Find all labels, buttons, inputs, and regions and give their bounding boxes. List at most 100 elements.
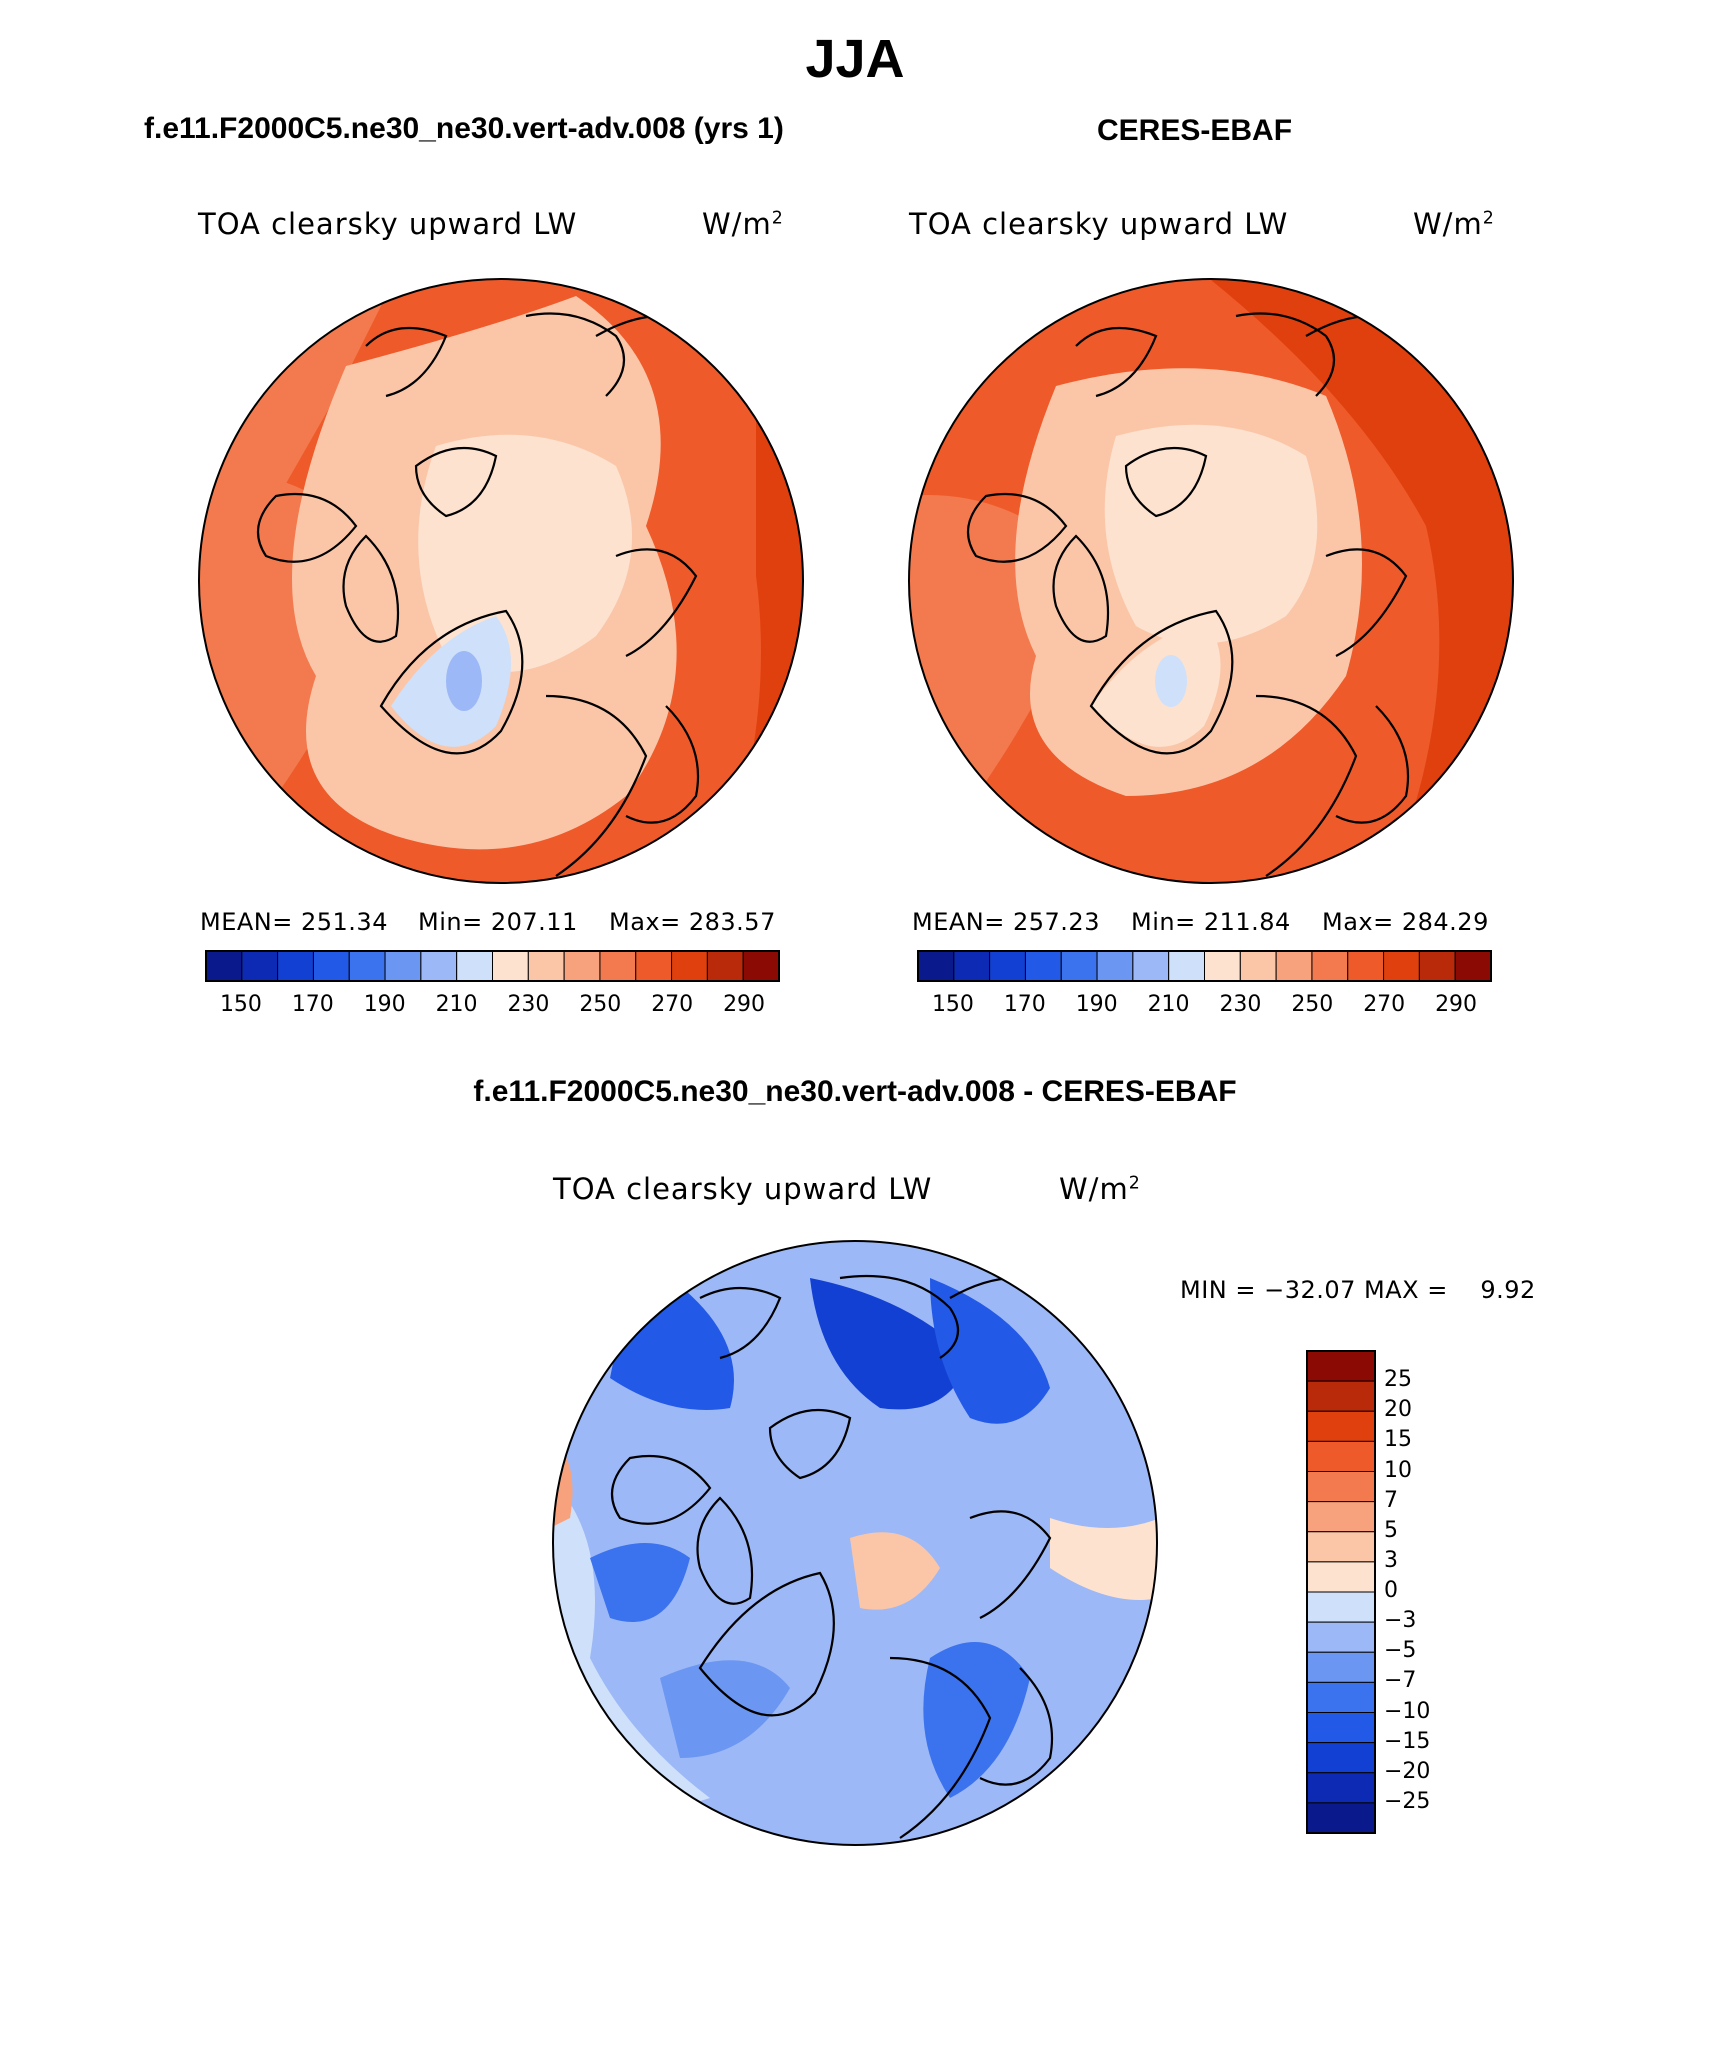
- colorbar-swatch: [348, 950, 386, 982]
- colorbar-tick-label: 270: [651, 992, 694, 1017]
- colorbar-swatch: [1096, 950, 1134, 982]
- diff-variable: TOA clearsky upward LW: [553, 1172, 933, 1206]
- panel-1-colorbar: [205, 950, 780, 982]
- panel-2-min: Min= 211.84: [1131, 908, 1291, 936]
- diff-colorbar-swatch: [1306, 1380, 1376, 1412]
- panel-1-variable: TOA clearsky upward LW: [198, 207, 578, 241]
- colorbar-swatch: [917, 950, 955, 982]
- diff-colorbar-tick-label: 25: [1384, 1367, 1412, 1393]
- panel-2-map: [908, 278, 1514, 884]
- panel-2-variable: TOA clearsky upward LW: [909, 207, 1289, 241]
- panel-1-case-title: f.e11.F2000C5.ne30_ne30.vert-adv.008 (yr…: [144, 112, 784, 145]
- panel-1-map: [198, 278, 804, 884]
- colorbar-swatch: [706, 950, 744, 982]
- diff-field-arctic-warm: [850, 1532, 940, 1610]
- figure-title: JJA: [805, 29, 905, 89]
- colorbar-tick-label: 170: [1003, 992, 1046, 1017]
- diff-colorbar-tick-label: 7: [1384, 1487, 1398, 1513]
- diff-colorbar-swatch: [1306, 1440, 1376, 1472]
- diff-colorbar: [1306, 1350, 1376, 1834]
- colorbar-tick-label: 210: [435, 992, 478, 1017]
- panel-1-map-border: [198, 278, 804, 884]
- panel-2-coastlines: [966, 312, 1427, 877]
- colorbar-swatch: [1204, 950, 1241, 982]
- colorbar-swatch: [527, 950, 565, 982]
- colorbar-tick-label: 290: [723, 992, 766, 1017]
- panel-2-mean: MEAN= 257.23: [912, 908, 1100, 936]
- diff-coastlines: [610, 1274, 1071, 1839]
- diff-map-border: [552, 1240, 1158, 1846]
- diff-field-east-blue: [930, 1278, 1050, 1424]
- diff-colorbar-swatch: [1306, 1621, 1376, 1653]
- colorbar-tick-label: 230: [1219, 992, 1262, 1017]
- colorbar-swatch: [384, 950, 422, 982]
- colorbar-swatch: [1418, 950, 1456, 982]
- diff-colorbar-swatch: [1306, 1802, 1376, 1834]
- diff-colorbar-swatch: [1306, 1531, 1376, 1563]
- colorbar-swatch: [1132, 950, 1170, 982]
- colorbar-swatch: [1024, 950, 1062, 982]
- colorbar-swatch: [492, 950, 529, 982]
- diff-colorbar-swatch: [1306, 1471, 1376, 1503]
- panel-1-colorbar-ticks: 150 170 190 210 230 250 270 290: [205, 992, 780, 1022]
- colorbar-swatch: [456, 950, 493, 982]
- colorbar-tick-label: 250: [1291, 992, 1334, 1017]
- diff-colorbar-tick-label: 3: [1384, 1547, 1398, 1573]
- panel-1-units: W/m2: [702, 207, 784, 241]
- colorbar-swatch: [1347, 950, 1385, 982]
- colorbar-tick-label: 190: [363, 992, 406, 1017]
- panel-2-field-greenland-core: [1155, 655, 1187, 707]
- colorbar-swatch: [563, 950, 601, 982]
- diff-minmax: MIN = −32.07 MAX = 9.92: [1180, 1276, 1536, 1304]
- diff-map: [552, 1240, 1158, 1846]
- diff-colorbar-tick-label: −15: [1384, 1728, 1431, 1754]
- panel-1-field-greenland-core: [446, 651, 482, 711]
- colorbar-swatch: [635, 950, 673, 982]
- colorbar-swatch: [1311, 950, 1349, 982]
- colorbar-swatch: [953, 950, 991, 982]
- colorbar-swatch: [1239, 950, 1277, 982]
- colorbar-swatch: [277, 950, 314, 982]
- diff-colorbar-tick-label: −10: [1384, 1698, 1431, 1724]
- diff-colorbar-swatch: [1306, 1772, 1376, 1804]
- panel-2-units: W/m2: [1413, 207, 1495, 241]
- colorbar-swatch: [1275, 950, 1313, 982]
- diff-colorbar-swatch: [1306, 1681, 1376, 1713]
- diff-colorbar-swatch: [1306, 1410, 1376, 1442]
- panel-2-map-border: [908, 278, 1514, 884]
- diff-field-siberia-blue: [810, 1278, 970, 1410]
- panel-2-field-arctic-core: [1104, 424, 1318, 644]
- diff-colorbar-swatch: [1306, 1561, 1376, 1593]
- diff-colorbar-tick-label: −20: [1384, 1758, 1431, 1784]
- colorbar-swatch: [1060, 950, 1098, 982]
- colorbar-swatch: [1454, 950, 1492, 982]
- diff-colorbar-tick-label: 5: [1384, 1517, 1398, 1543]
- diff-field-alaska-blue: [590, 1543, 690, 1622]
- colorbar-swatch: [241, 950, 279, 982]
- diff-colorbar-swatch: [1306, 1591, 1376, 1623]
- diff-colorbar-swatch: [1306, 1651, 1376, 1683]
- colorbar-swatch: [671, 950, 708, 982]
- colorbar-tick-label: 230: [507, 992, 550, 1017]
- colorbar-tick-label: 150: [931, 992, 974, 1017]
- colorbar-tick-label: 190: [1075, 992, 1118, 1017]
- colorbar-swatch: [205, 950, 243, 982]
- colorbar-tick-label: 270: [1363, 992, 1406, 1017]
- diff-colorbar-tick-label: 15: [1384, 1427, 1412, 1453]
- diff-colorbar-tick-label: 10: [1384, 1457, 1412, 1483]
- colorbar-tick-label: 170: [291, 992, 334, 1017]
- diff-units: W/m2: [1059, 1172, 1141, 1206]
- diff-colorbar-swatch: [1306, 1501, 1376, 1533]
- panel-2-case-title: CERES-EBAF: [1097, 114, 1293, 147]
- panel-1-field-arctic-core: [418, 434, 632, 672]
- colorbar-tick-label: 250: [579, 992, 622, 1017]
- panel-1-max: Max= 283.57: [609, 908, 776, 936]
- diff-colorbar-tick-label: 0: [1384, 1578, 1398, 1603]
- diff-colorbar-ticks: 25 20 15 10 7 5 3 0 −3 −5 −7 −10 −15 −20 −25: [1384, 1350, 1504, 1834]
- colorbar-swatch: [742, 950, 780, 982]
- colorbar-tick-label: 150: [219, 992, 262, 1017]
- colorbar-tick-label: 290: [1435, 992, 1478, 1017]
- colorbar-swatch: [420, 950, 458, 982]
- diff-colorbar-tick-label: −3: [1384, 1608, 1417, 1634]
- diff-colorbar-tick-label: −7: [1384, 1668, 1417, 1694]
